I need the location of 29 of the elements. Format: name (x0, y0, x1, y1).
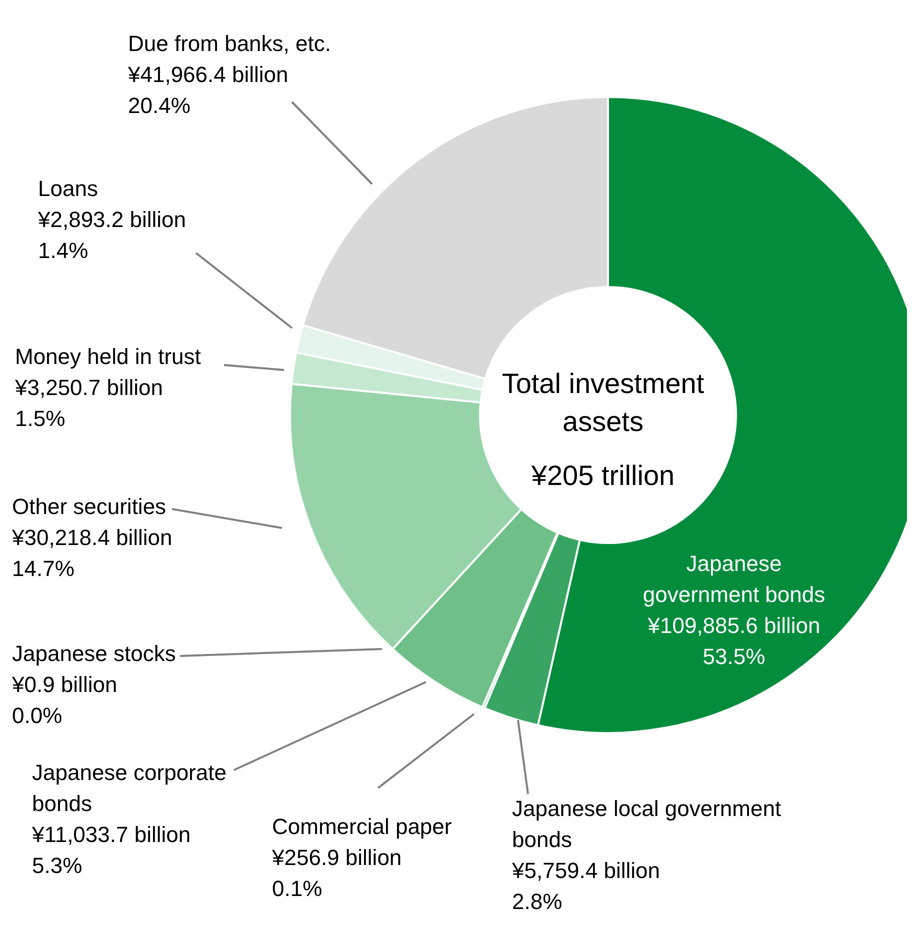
data-label: ¥30,218.4 billion (11, 525, 172, 550)
text: ¥205 trillion (530, 459, 676, 493)
data-label: ¥0.9 billion (11, 672, 118, 697)
slice-label: Other securities (12, 494, 166, 519)
data-label: ¥2,893.2 billion (37, 207, 186, 232)
slice-label: Japanese government bonds (642, 551, 826, 607)
slice-label: Loans (38, 176, 98, 201)
text: 20.4% (128, 93, 190, 118)
data-label: ¥109,885.6 billion (646, 613, 820, 638)
text: 1.5% (15, 406, 66, 431)
text: 0.0% (12, 703, 62, 728)
slice-label: Due from banks, etc. (128, 31, 331, 56)
text: 0.1% (272, 876, 322, 901)
data-label: ¥256.9 billion (271, 845, 402, 870)
data-label: ¥41,966.4 billion (127, 62, 288, 87)
data-label: ¥3,250.7 billion (14, 375, 164, 400)
slice-label: Japanese stocks (12, 641, 176, 666)
data-label: ¥5,759.4 billion (511, 858, 660, 883)
text: 14.7% (12, 556, 74, 581)
slice-label: Commercial paper (272, 814, 452, 839)
data-label: ¥11,033.7 billion (31, 822, 191, 847)
text: Total investment assets (500, 367, 706, 439)
slice-label: Japanese corporate bonds (32, 760, 226, 816)
text: 1.4% (38, 238, 88, 263)
text: 2.8% (512, 889, 562, 914)
text: 5.3% (32, 853, 82, 878)
text: 53.5% (702, 644, 766, 669)
slice-label: Japanese local government bonds (512, 796, 782, 852)
slice-label: Money held in trust (15, 344, 201, 369)
